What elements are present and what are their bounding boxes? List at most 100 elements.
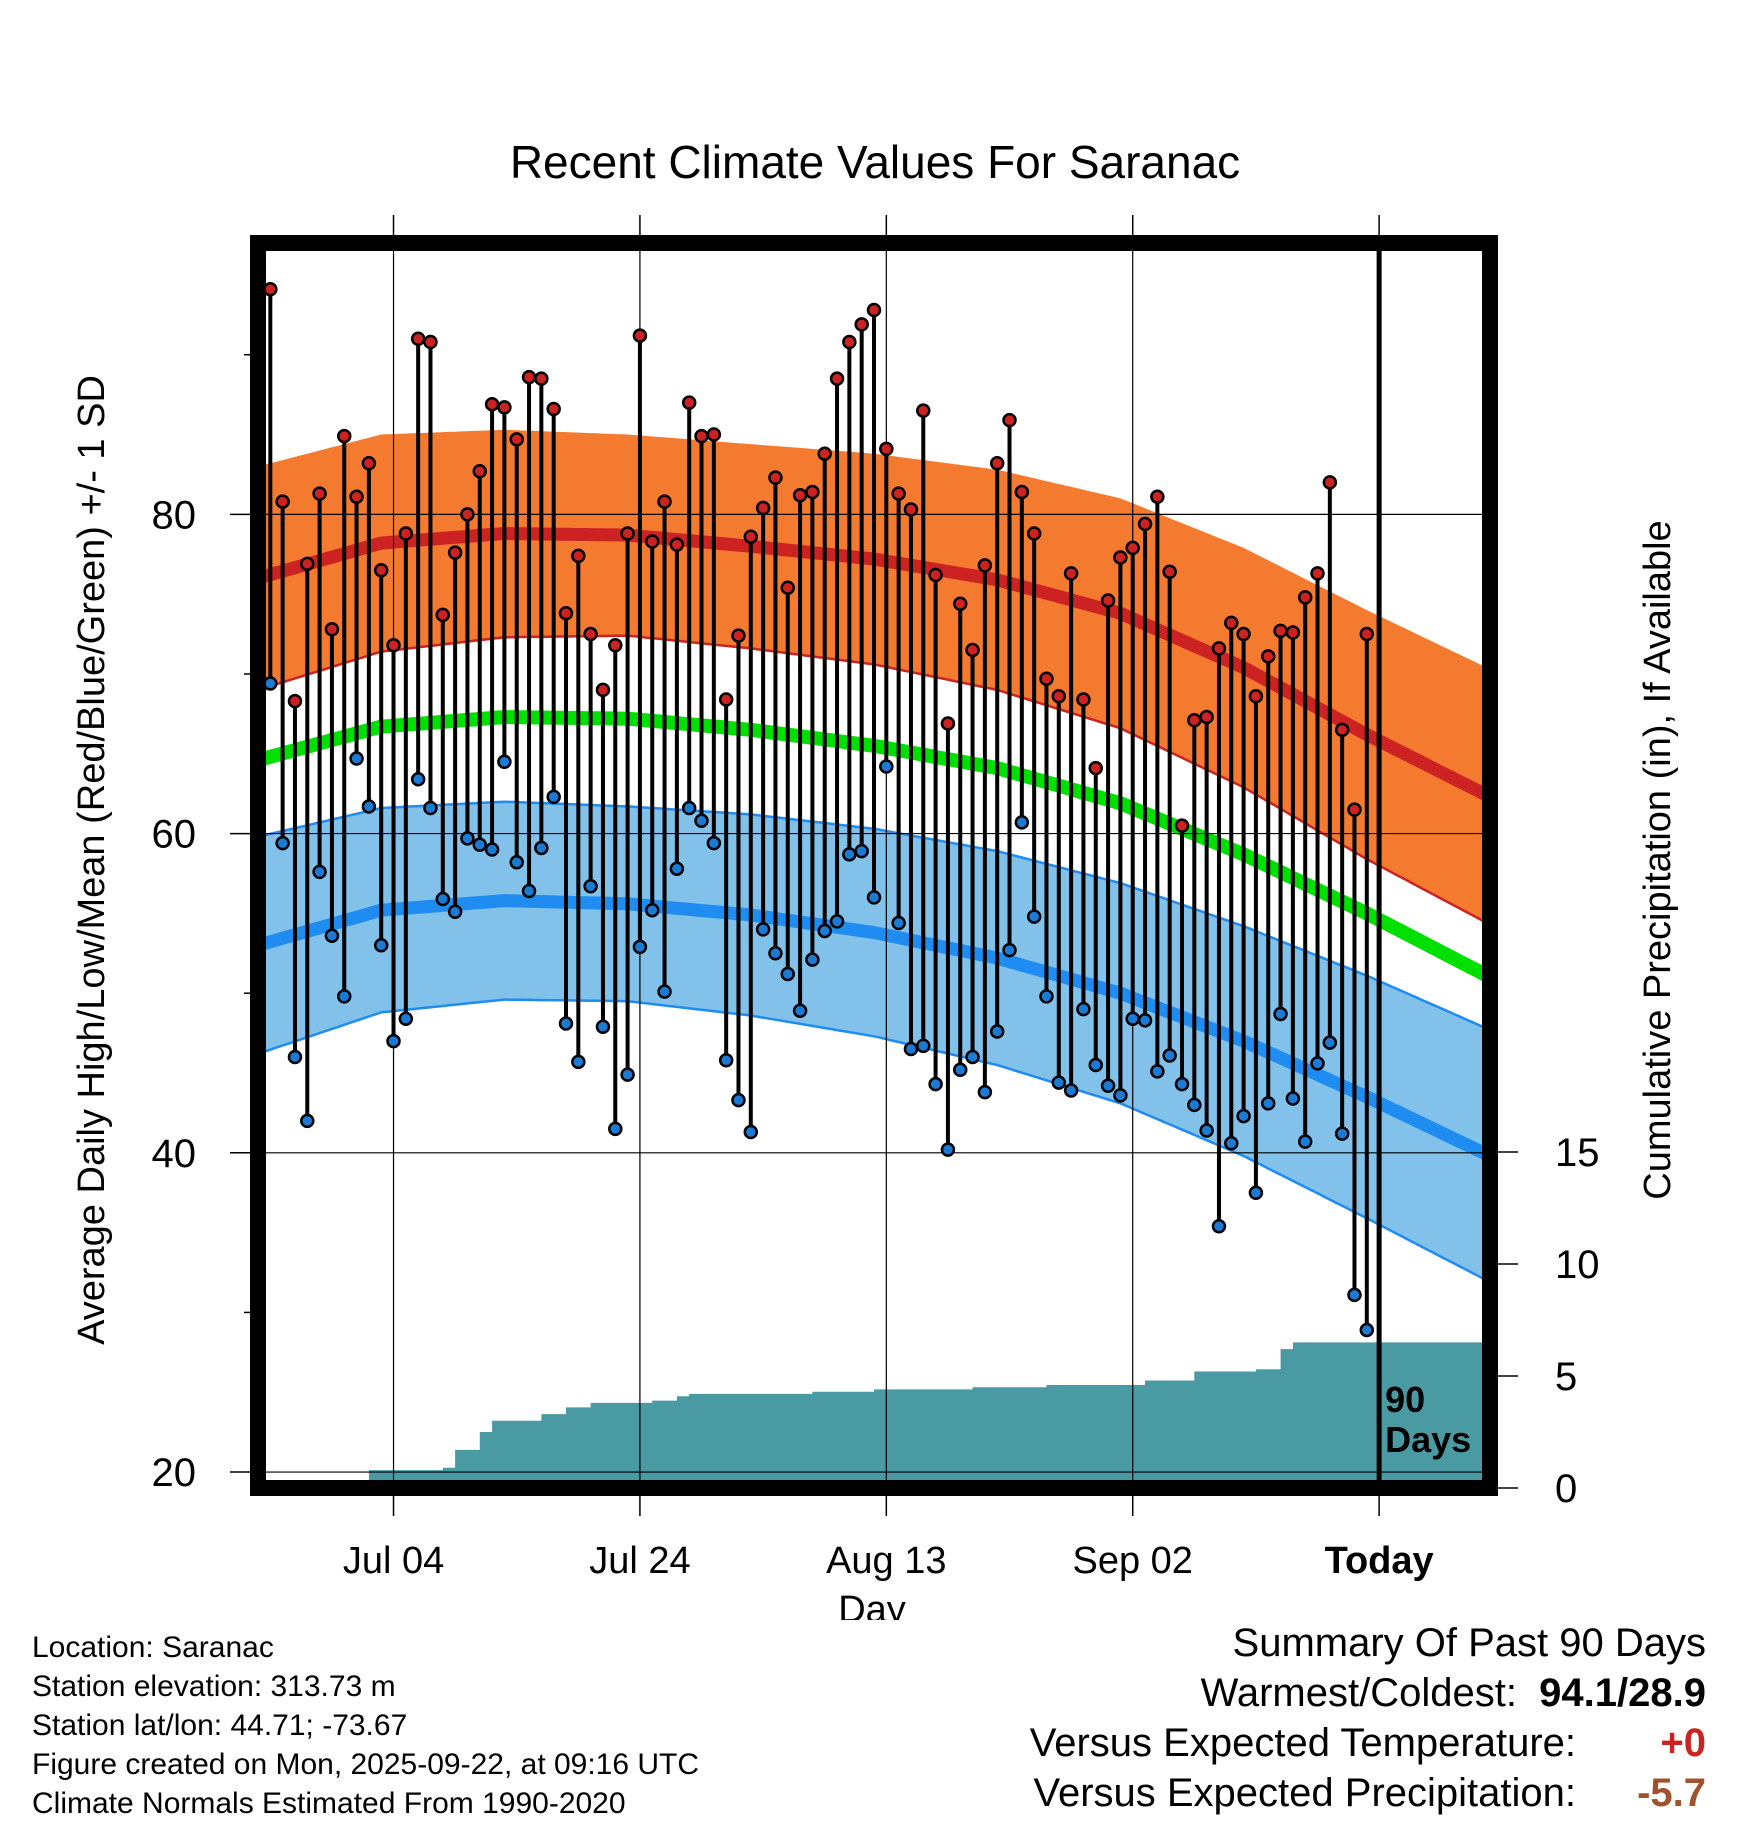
- daily-high-point: [829, 371, 845, 386]
- daily-low-point: [1236, 1108, 1251, 1124]
- daily-high-point: [817, 446, 832, 461]
- daily-low-point: [1273, 1006, 1288, 1022]
- daily-high-point: [755, 500, 771, 516]
- y-right-tick-label: 15: [1555, 1131, 1600, 1175]
- created-text: Figure created on Mon, 2025-09-22, at 09…: [32, 1748, 700, 1781]
- daily-high-point: [398, 526, 414, 541]
- daily-low-point: [681, 800, 697, 816]
- daily-high-point: [1236, 626, 1251, 642]
- daily-low-point: [361, 799, 377, 814]
- daily-high-point: [324, 622, 340, 637]
- daily-high-point: [460, 507, 475, 522]
- daily-low-point: [916, 1038, 931, 1054]
- daily-low-point: [595, 1019, 611, 1034]
- summary-precipitation: Versus Expected Precipitation: -5.7: [1030, 1768, 1706, 1818]
- daily-high-point: [1174, 818, 1190, 833]
- daily-high-point: [1063, 566, 1079, 581]
- daily-high-point: [866, 302, 882, 318]
- daily-low-point: [657, 984, 672, 999]
- daily-high-point: [1051, 689, 1067, 704]
- daily-high-point: [977, 558, 993, 573]
- today-label-days-word: Days: [1385, 1419, 1471, 1460]
- daily-low-point: [1026, 909, 1042, 924]
- daily-low-point: [386, 1033, 401, 1049]
- precipitation-value: -5.7: [1637, 1771, 1706, 1815]
- daily-low-point: [275, 835, 290, 851]
- daily-high-point: [644, 534, 660, 549]
- summary-title: Summary Of Past 90 Days: [1232, 1621, 1706, 1665]
- daily-low-point: [521, 883, 537, 899]
- daily-low-point: [1174, 1076, 1190, 1092]
- daily-high-point: [583, 626, 598, 642]
- location-text: Location: Saranac: [32, 1631, 274, 1664]
- chart-title: Recent Climate Values For Saranac: [510, 136, 1240, 188]
- daily-low-point: [1248, 1185, 1264, 1200]
- daily-high-point: [965, 642, 980, 658]
- warmest-coldest-label: Warmest/Coldest:: [1200, 1671, 1517, 1715]
- daily-low-point: [854, 843, 869, 859]
- summary-warmest-coldest: Warmest/Coldest: 94.1/28.9: [1030, 1668, 1706, 1718]
- daily-low-point: [977, 1084, 993, 1100]
- daily-high-point: [916, 403, 931, 418]
- daily-high-point: [1014, 484, 1030, 500]
- daily-high-point: [410, 331, 426, 347]
- daily-low-point: [312, 864, 327, 880]
- daily-high-point: [336, 428, 352, 444]
- summary-panel: Summary Of Past 90 Days Warmest/Coldest:…: [1030, 1618, 1706, 1818]
- today-label-days-count: 90: [1385, 1379, 1425, 1420]
- daily-high-point: [1334, 722, 1350, 738]
- daily-high-point: [558, 606, 574, 621]
- x-tick-label: Aug 13: [826, 1540, 946, 1582]
- daily-low-point: [435, 891, 451, 907]
- daily-high-point: [743, 529, 759, 544]
- daily-low-point: [903, 1041, 919, 1057]
- daily-low-point: [620, 1067, 635, 1082]
- normals-period-text: Climate Normals Estimated From 1990-2020: [32, 1787, 626, 1820]
- daily-low-point: [1039, 989, 1054, 1004]
- daily-low-point: [755, 922, 771, 937]
- daily-low-point: [423, 800, 438, 816]
- daily-high-point: [718, 692, 734, 707]
- daily-high-point: [792, 487, 808, 503]
- daily-high-point: [1310, 566, 1325, 581]
- daily-high-point: [608, 637, 623, 653]
- daily-low-point: [1187, 1097, 1202, 1113]
- daily-low-point: [608, 1121, 623, 1137]
- daily-low-point: [546, 789, 561, 805]
- daily-low-point: [1100, 1078, 1116, 1094]
- daily-high-point: [620, 526, 635, 541]
- x-tick-label: Jul 24: [589, 1540, 690, 1582]
- daily-high-point: [423, 334, 438, 350]
- daily-high-point: [1285, 625, 1301, 640]
- daily-low-point: [952, 1062, 968, 1078]
- daily-low-point: [1310, 1056, 1325, 1071]
- daily-high-point: [1162, 564, 1177, 580]
- daily-low-point: [780, 966, 796, 982]
- daily-low-point: [928, 1076, 943, 1092]
- daily-high-point: [989, 456, 1005, 471]
- daily-low-point: [1137, 1013, 1153, 1028]
- daily-high-point: [1322, 475, 1338, 490]
- daily-low-point: [349, 751, 364, 766]
- daily-low-point: [1002, 942, 1017, 958]
- daily-low-point: [1260, 1096, 1276, 1111]
- daily-high-point: [521, 369, 537, 385]
- daily-low-point: [1125, 1011, 1140, 1026]
- daily-low-point: [373, 938, 389, 953]
- daily-high-point: [275, 494, 290, 509]
- daily-high-point: [1125, 540, 1140, 556]
- daily-low-point: [509, 855, 524, 870]
- y-left-tick-label: 80: [152, 493, 197, 537]
- daily-high-point: [1248, 689, 1264, 704]
- daily-low-point: [805, 952, 820, 967]
- daily-high-point: [312, 486, 327, 501]
- daily-high-point: [534, 371, 549, 386]
- daily-high-point: [595, 682, 611, 698]
- x-tick-label: Today: [1325, 1540, 1434, 1582]
- daily-high-point: [1113, 550, 1128, 565]
- daily-low-point: [447, 904, 463, 920]
- daily-high-point: [263, 282, 278, 297]
- plot-frame: [250, 235, 1498, 1496]
- daily-high-point: [1297, 590, 1313, 605]
